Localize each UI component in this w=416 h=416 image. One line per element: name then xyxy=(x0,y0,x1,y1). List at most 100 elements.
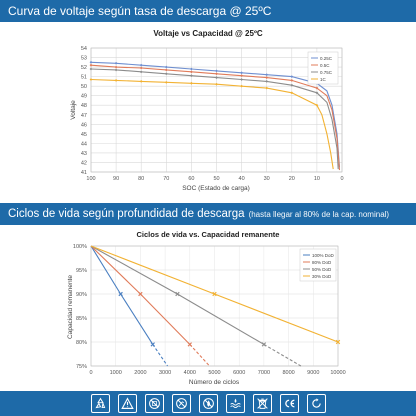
no-water-icon xyxy=(225,394,245,413)
data-point xyxy=(215,82,218,86)
no-disassemble-icon xyxy=(171,394,191,413)
series-line xyxy=(90,245,265,345)
y-tick-label: 50 xyxy=(81,84,87,90)
data-point xyxy=(290,91,294,95)
y-axis-label: Voltaje xyxy=(70,100,77,120)
x-tick-label: 2000 xyxy=(134,370,146,376)
section-header-voltage: Curva de voltaje según tasa de descarga … xyxy=(0,0,416,22)
y-tick-label: 41 xyxy=(81,170,87,176)
no-short-circuit-icon xyxy=(144,394,164,413)
data-point xyxy=(114,65,118,69)
data-point xyxy=(164,72,168,76)
data-point xyxy=(315,91,319,95)
y-tick-label: 90% xyxy=(76,292,87,298)
x-tick-label: 7000 xyxy=(258,370,270,376)
data-point xyxy=(150,342,155,347)
data-point xyxy=(265,79,269,83)
legend-label: 0.75C xyxy=(320,70,333,75)
data-point xyxy=(240,78,243,81)
cycle-icon xyxy=(306,394,326,413)
x-tick-label: 6000 xyxy=(233,370,245,376)
data-point xyxy=(164,80,168,84)
data-point xyxy=(265,76,269,79)
x-tick-label: 3000 xyxy=(159,370,171,376)
legend-label: 80% DoD xyxy=(312,260,332,265)
y-tick-label: 53 xyxy=(81,56,87,62)
y-tick-label: 45 xyxy=(81,132,87,138)
recycle-icon xyxy=(90,394,110,413)
data-point xyxy=(290,83,294,87)
legend-label: 0.25C xyxy=(320,56,333,61)
series-extrapolation xyxy=(152,344,169,367)
series-line xyxy=(90,61,341,168)
data-point xyxy=(240,71,243,75)
data-point xyxy=(190,81,193,85)
data-point xyxy=(164,68,168,72)
y-tick-label: 51 xyxy=(81,75,87,81)
data-point xyxy=(187,342,192,347)
series-line xyxy=(90,68,339,170)
data-point xyxy=(89,63,93,67)
cycles-chart-panel: Ciclos de vida vs. Capacidad remanente 75… xyxy=(0,225,416,391)
y-tick-label: 85% xyxy=(76,316,87,322)
y-tick-label: 75% xyxy=(76,364,87,370)
legend-label: 50% DoD xyxy=(312,267,332,272)
x-tick-label: 1000 xyxy=(110,370,122,376)
x-tick-label: 80 xyxy=(138,176,144,182)
no-trash-icon xyxy=(252,394,272,413)
data-point xyxy=(190,67,193,71)
y-tick-label: 44 xyxy=(81,141,87,147)
y-tick-label: 100% xyxy=(73,244,87,250)
y-tick-label: 42 xyxy=(81,160,87,166)
x-axis-label: SOC (Estado de carga) xyxy=(182,185,250,192)
x-tick-label: 10000 xyxy=(330,370,345,376)
data-point xyxy=(89,78,93,81)
y-tick-label: 47 xyxy=(81,113,87,119)
x-tick-label: 0 xyxy=(89,370,92,376)
y-tick-label: 46 xyxy=(81,122,87,128)
data-point xyxy=(114,79,118,82)
plot-area-border xyxy=(90,47,343,173)
y-tick-label: 49 xyxy=(81,94,87,100)
data-point xyxy=(89,60,93,64)
ce-mark-icon xyxy=(279,394,299,413)
data-point xyxy=(114,68,118,72)
series-line xyxy=(90,78,334,170)
safety-icons-bar xyxy=(0,391,416,416)
plot-area-border xyxy=(90,245,339,367)
x-tick-label: 4000 xyxy=(184,370,196,376)
cycles-vs-capacity-chart: Ciclos de vida vs. Capacidad remanente 75… xyxy=(67,230,346,386)
section-header-cycles: Ciclos de vida según profundidad de desc… xyxy=(0,203,416,225)
data-point xyxy=(212,291,217,297)
data-point xyxy=(139,79,143,83)
voltage-vs-capacity-chart: Voltaje vs Capacidad @ 25ºC 41 42 43 44 45 46 4… xyxy=(70,29,344,192)
series-extrapolation xyxy=(189,344,210,367)
data-point xyxy=(139,63,143,67)
data-point xyxy=(215,76,218,79)
data-point xyxy=(261,342,267,347)
x-tick-label: 8000 xyxy=(282,370,294,376)
x-axis-label: Número de ciclos xyxy=(189,379,240,386)
x-tick-label: 20 xyxy=(289,176,295,182)
x-tick-label: 10 xyxy=(314,176,320,182)
data-point xyxy=(265,86,269,90)
data-point xyxy=(164,65,168,69)
y-tick-label: 80% xyxy=(76,340,87,346)
section-title-cycles: Ciclos de vida según profundidad de desc… xyxy=(8,208,245,220)
data-point xyxy=(240,84,243,88)
data-point xyxy=(315,103,319,107)
series-extrapolation xyxy=(263,343,302,367)
no-fire-icon xyxy=(198,394,218,413)
legend-label: 0.5C xyxy=(320,63,330,68)
data-point xyxy=(215,69,218,73)
x-tick-label: 90 xyxy=(113,176,119,182)
warning-icon xyxy=(117,394,137,413)
series-line xyxy=(90,64,341,171)
x-tick-label: 40 xyxy=(239,176,245,182)
data-point xyxy=(290,79,294,82)
legend-label: 100% DoD xyxy=(312,253,335,258)
x-tick-label: 50 xyxy=(213,176,219,182)
data-point xyxy=(335,339,341,345)
x-tick-label: 70 xyxy=(163,176,169,182)
x-tick-label: 30 xyxy=(264,176,270,182)
